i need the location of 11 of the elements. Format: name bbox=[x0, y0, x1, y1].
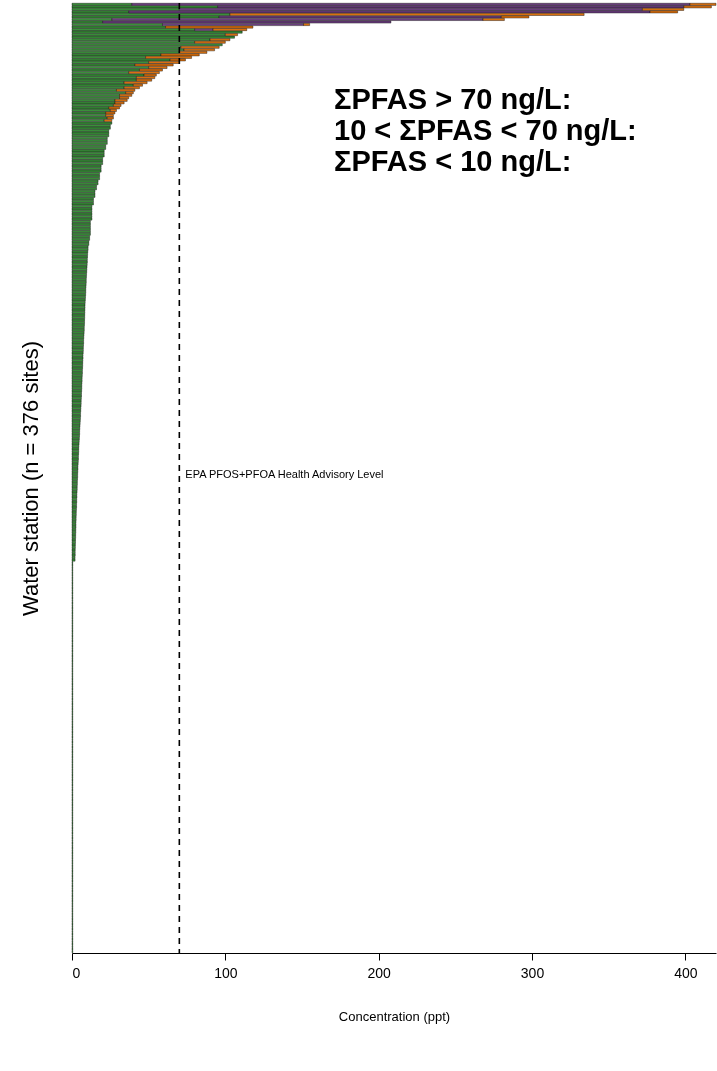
x-tick-label: 100 bbox=[214, 964, 238, 981]
x-tick-label: 400 bbox=[674, 964, 698, 981]
y-axis-title: Water station (n = 376 sites) bbox=[17, 341, 43, 616]
x-axis-title: Concentration (ppt) bbox=[338, 1008, 451, 1024]
x-tick-label: 200 bbox=[367, 964, 392, 981]
x-tick-label: 300 bbox=[520, 964, 545, 981]
x-tick-label: 0 bbox=[72, 964, 81, 981]
ref-line-label: EPA PFOS+PFOA Health Advisory Level bbox=[185, 468, 384, 480]
annotation: ΣPFAS > 70 ng/L: bbox=[334, 83, 572, 115]
annotation: ΣPFAS < 10 ng/L: bbox=[334, 145, 572, 177]
annotation: 10 < ΣPFAS < 70 ng/L: bbox=[334, 114, 637, 146]
